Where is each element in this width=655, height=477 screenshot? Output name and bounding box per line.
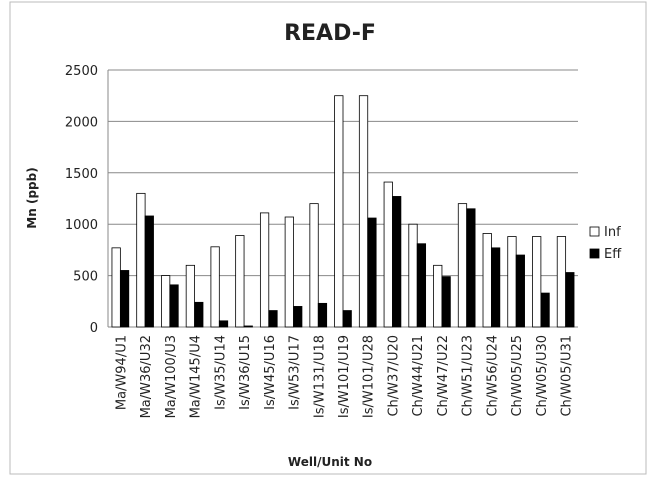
y-tick-label: 0 [90,321,98,336]
bar [169,284,179,328]
bar [441,276,451,328]
legend-label: Inf [604,225,621,240]
legend-swatch [589,248,600,259]
bar [433,264,443,328]
x-axis-label: Well/Unit No [288,455,372,469]
chart-frame [9,1,647,475]
bar [235,235,245,328]
bar [268,310,278,328]
legend-swatch [589,226,600,237]
y-tick-label: 2000 [65,115,98,130]
x-tick-label: Is/W101/U28 [362,335,377,418]
bar [556,236,567,328]
bar [491,247,501,328]
bar [210,246,220,328]
x-tick-label: Is/W35/U14 [213,335,228,410]
y-tick-label: 2500 [65,64,98,79]
bar [119,270,130,328]
x-tick-label: Ma/W145/U4 [189,335,204,418]
bar [507,236,517,328]
bar [243,325,253,328]
bar [136,192,146,328]
bar [457,203,468,328]
bar [111,247,121,328]
bar [218,320,229,328]
x-tick-label: Ma/W36/U32 [139,335,154,418]
x-tick-label: Ch/W47/U22 [436,335,451,417]
x-tick-label: Ch/W56/U24 [485,335,500,417]
bar [161,275,171,328]
x-tick-label: Ch/W05/U30 [535,335,550,417]
x-tick-label: Is/W45/U16 [263,335,278,410]
x-tick-label: Ch/W44/U21 [411,335,426,417]
x-tick-label: Ch/W05/U25 [510,335,525,417]
x-tick-label: Is/W53/U17 [288,335,303,410]
bar [185,264,195,328]
bar [565,272,575,328]
bar [416,243,427,328]
x-tick-label: Is/W36/U15 [238,335,253,410]
x-tick-label: Ch/W37/U20 [386,335,401,417]
bar [408,223,418,328]
y-axis-label: Mn (ppb) [25,167,39,228]
x-tick-label: Ch/W51/U23 [461,335,476,417]
bar [309,203,319,328]
x-tick-label: Ch/W05/U31 [560,335,575,417]
bar [383,181,393,328]
chart-title: READ-F [284,21,376,46]
bar [466,208,476,328]
x-tick-label: Ma/W100/U3 [164,335,179,418]
bar [259,212,270,328]
legend-label: Eff [604,247,622,262]
bar [532,236,542,328]
bar [482,233,492,328]
bar [144,215,154,328]
x-tick-label: Ma/W94/U1 [114,335,129,410]
bar [367,217,377,328]
bar [317,302,328,328]
y-tick-label: 1000 [65,218,98,233]
bar [358,95,369,328]
y-tick-label: 500 [73,270,98,285]
bar [293,306,303,328]
x-tick-label: Is/W101/U19 [337,335,352,418]
bar [540,292,550,328]
bar [284,216,294,328]
bar [194,301,204,328]
y-tick-label: 1500 [65,167,98,182]
bar [342,310,352,328]
bar [392,196,402,328]
bar [334,95,344,328]
bar [515,254,525,328]
x-tick-label: Is/W131/U18 [312,335,327,418]
